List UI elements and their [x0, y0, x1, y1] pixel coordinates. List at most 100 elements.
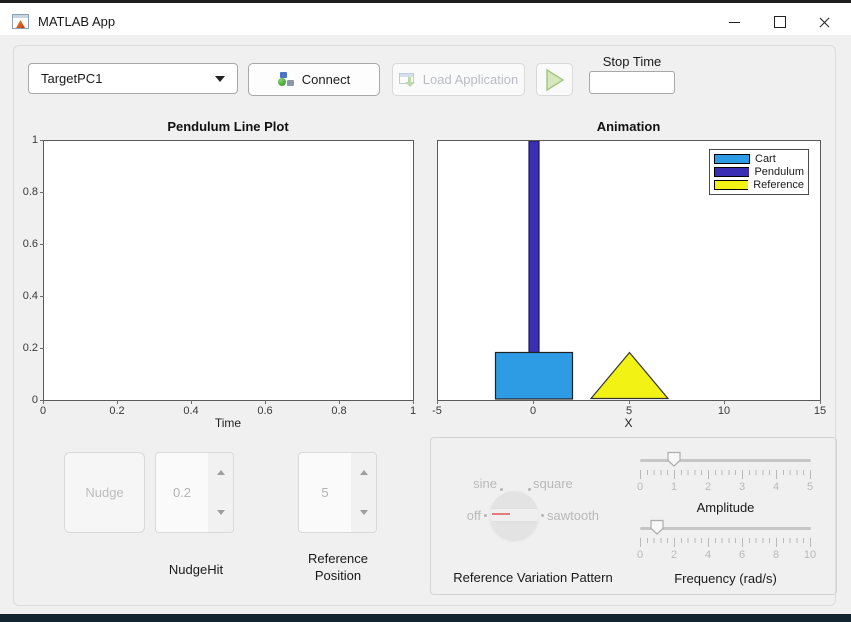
legend-label: Reference: [753, 179, 804, 191]
load-application-label: Load Application: [422, 72, 519, 87]
x-tick-label: 5: [609, 400, 649, 417]
slider-tick-label: 6: [738, 549, 746, 561]
cart-shape: [494, 351, 574, 400]
nudgehit-label: NudgeHit: [168, 562, 224, 577]
y-tick-label: 0.2: [2, 342, 44, 354]
spinner-down-button[interactable]: [351, 493, 376, 533]
legend-item-reference: Reference: [714, 179, 804, 191]
legend: Cart Pendulum Reference: [709, 149, 809, 195]
knob-option-square[interactable]: square: [533, 476, 573, 491]
slider-tick-label: 2: [704, 481, 712, 493]
reference-position-spinner[interactable]: 5: [298, 452, 377, 533]
nudge-button[interactable]: Nudge: [64, 452, 145, 533]
reference-pattern-knob[interactable]: [490, 491, 538, 539]
slider-tick-label: 0: [636, 481, 644, 493]
window-title: MATLAB App: [38, 14, 116, 29]
x-tick-label: 10: [704, 400, 744, 417]
target-dropdown[interactable]: TargetPC1: [28, 63, 238, 94]
minimize-button[interactable]: [712, 8, 757, 36]
slider-tick-label: 0: [636, 549, 644, 561]
nudgehit-value: 0.2: [172, 485, 192, 500]
spinner-up-button[interactable]: [351, 453, 376, 493]
spinner-arrows: [208, 453, 233, 532]
slider-tick-label: 8: [772, 549, 780, 561]
legend-swatch-reference: [714, 180, 749, 190]
app-content-frame: [13, 45, 836, 606]
maximize-icon: [773, 16, 786, 28]
stop-time-input[interactable]: [589, 71, 675, 94]
reference-shape: [589, 351, 670, 400]
triangle-up-icon: [216, 470, 225, 476]
x-tick-label: 0.8: [319, 400, 359, 417]
target-dropdown-value: TargetPC1: [41, 71, 103, 86]
close-button[interactable]: [802, 8, 847, 36]
x-tick-label: 0: [23, 400, 63, 417]
knob-tick-dot: [541, 514, 544, 517]
y-tick-label: 0.6: [2, 238, 44, 250]
spinner-arrows: [351, 453, 376, 532]
slider-tick-label: 1: [670, 481, 678, 493]
knob-tick-dot: [484, 514, 487, 517]
background-window-edge: [0, 0, 851, 3]
y-tick-label: 0.8: [2, 186, 44, 198]
triangle-down-icon: [359, 509, 368, 515]
legend-item-cart: Cart: [714, 153, 804, 165]
slider-tick-label: 10: [803, 549, 817, 561]
legend-label: Pendulum: [754, 166, 804, 178]
pendulum-plot-title: Pendulum Line Plot: [167, 119, 289, 134]
reference-position-label: Reference Position: [308, 551, 368, 583]
pendulum-plot-xlabel: Time: [214, 416, 242, 430]
maximize-button[interactable]: [757, 8, 802, 36]
connect-button-label: Connect: [301, 72, 351, 87]
load-application-button[interactable]: Load Application: [392, 63, 525, 96]
frequency-slider-track[interactable]: [640, 527, 811, 530]
pendulum-plot-axes: [43, 140, 414, 401]
y-tick-label: 1: [2, 134, 44, 146]
triangle-up-icon: [359, 470, 368, 476]
nudgehit-spinner[interactable]: 0.2: [155, 452, 234, 533]
knob-option-off[interactable]: off: [466, 508, 481, 523]
legend-swatch-cart: [714, 154, 750, 164]
knob-needle: [492, 513, 510, 515]
slider-tick-label: 4: [704, 549, 712, 561]
titlebar[interactable]: MATLAB App: [0, 3, 851, 35]
legend-item-pendulum: Pendulum: [714, 166, 804, 178]
knob-slot: [490, 508, 538, 522]
y-tick-label: 0.4: [2, 290, 44, 302]
slider-tick-label: 5: [806, 481, 814, 493]
reference-position-value: 5: [321, 485, 329, 500]
matlab-app-icon: [12, 14, 29, 29]
amplitude-slider-thumb[interactable]: [666, 451, 682, 467]
animation-plot-xlabel: X: [624, 416, 633, 430]
connect-button[interactable]: Connect: [248, 63, 380, 96]
minimize-icon: [729, 21, 740, 23]
frequency-slider-ticks: [640, 538, 811, 547]
connect-icon: [277, 72, 294, 87]
slider-tick-label: 4: [772, 481, 780, 493]
animation-plot-title: Animation: [596, 119, 661, 134]
load-application-icon: [398, 72, 416, 87]
app-icon-titlebar: [13, 15, 28, 18]
x-tick-label: 0.6: [245, 400, 285, 417]
frequency-slider-thumb[interactable]: [649, 519, 665, 535]
knob-caption: Reference Variation Pattern: [453, 570, 613, 585]
run-button[interactable]: [536, 63, 573, 96]
stop-time-label: Stop Time: [602, 54, 662, 69]
pendulum-shape: [528, 141, 540, 355]
knob-option-sawtooth[interactable]: sawtooth: [547, 508, 600, 523]
animation-shapes: [494, 141, 670, 400]
spinner-down-button[interactable]: [208, 493, 233, 533]
legend-swatch-pendulum: [714, 167, 750, 177]
spinner-up-button[interactable]: [208, 453, 233, 493]
amplitude-slider-track[interactable]: [640, 459, 811, 462]
pattern-panel: [430, 437, 837, 595]
x-tick-label: 0.2: [97, 400, 137, 417]
amplitude-slider-ticks: [640, 470, 811, 479]
dropdown-caret-icon: [215, 75, 225, 82]
x-tick-label: 0: [513, 400, 553, 417]
knob-option-sine[interactable]: sine: [473, 476, 497, 491]
y-tick-label: 0: [2, 394, 44, 406]
triangle-down-icon: [216, 509, 225, 515]
frequency-caption: Frequency (rad/s): [674, 571, 777, 586]
